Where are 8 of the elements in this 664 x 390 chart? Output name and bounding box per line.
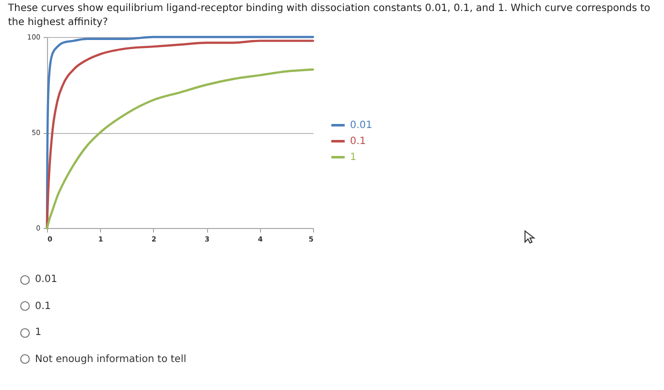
legend-label: 0.1: [350, 136, 366, 148]
text: 0.1: [35, 300, 51, 312]
legend-label: 0.01: [350, 120, 372, 132]
legend-label: 1: [350, 152, 356, 164]
text: 1: [35, 327, 42, 338]
text: Not enough information to tell: [35, 354, 186, 364]
text: 0.01: [35, 274, 58, 285]
chart-title: These curves show equilibrium ligand-receptor binding with dissociation constants 0.01, 0.1, and 1. Which curve corresponds to the highest affinity?: [8, 2, 652, 30]
